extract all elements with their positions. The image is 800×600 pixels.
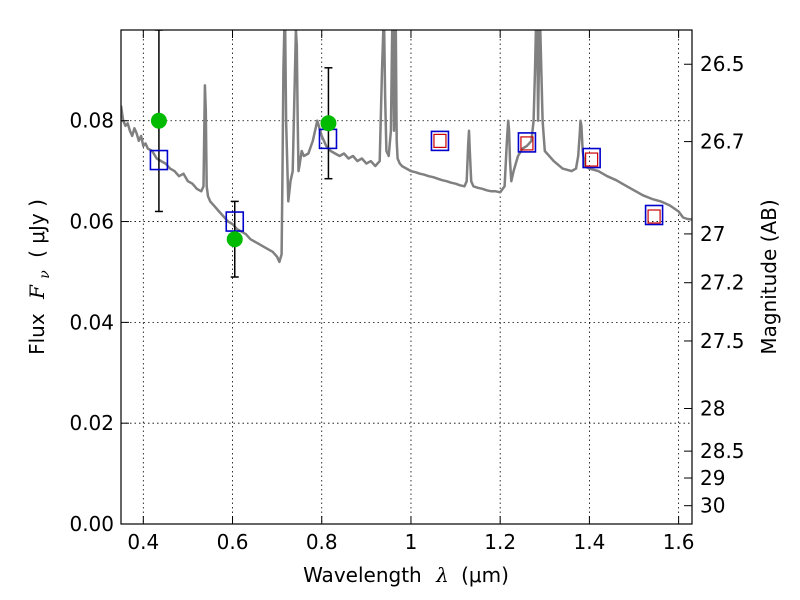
magnitude-tick-label: 26.7 [700, 130, 745, 154]
y-axis-title: Flux F ν ( μJy ) [25, 199, 54, 355]
x-tick-label: 1.6 [663, 530, 695, 554]
x-tick-label: 0.8 [306, 530, 338, 554]
y-tick-label: 0.06 [69, 210, 114, 234]
x-axis-unit: (μm) [461, 563, 509, 587]
plot-frame [120, 29, 693, 525]
x-tick-label: 0.6 [217, 530, 249, 554]
y-axis-unit: ( μJy ) [25, 199, 49, 258]
magnitude-tick-label: 27 [700, 222, 725, 246]
x-tick-label: 0.4 [127, 530, 159, 554]
spectrum-line [121, 30, 692, 264]
spectrum-series [121, 30, 692, 264]
observed-nir-box [585, 152, 599, 167]
model-photometry-box [430, 130, 450, 152]
model-photometry-box [225, 211, 245, 232]
y-tick-label: 0.04 [69, 310, 114, 334]
magnitude-tick-label: 27.5 [700, 329, 745, 353]
observed-point [320, 115, 337, 132]
magnitude-tick-label: 30 [700, 494, 725, 518]
model-photometry-box [149, 149, 169, 171]
x-axis-symbol: λ [435, 563, 449, 587]
x-tick-label: 1.4 [573, 530, 605, 554]
y-axis-title-text: Flux [25, 313, 49, 355]
y2-axis-title: Magnitude (AB) [757, 199, 781, 354]
observed-point [150, 112, 167, 129]
magnitude-tick-label: 29 [700, 466, 725, 490]
x-tick-label: 1 [405, 530, 418, 554]
model-photometry-box [517, 132, 537, 153]
y-tick-label: 0.08 [69, 109, 114, 133]
x-tick-label: 1.2 [484, 530, 516, 554]
observed-nir-box [647, 209, 661, 224]
y-axis-symbol: F [25, 284, 49, 300]
axis-ticks: 0.4 0.6 0.8 1 1.2 1.4 1.6 0.00 0.02 0.04 0.06 0.08 2… [69, 30, 745, 554]
observed-point [226, 231, 243, 248]
observed-nir-box [433, 133, 447, 148]
magnitude-tick-label: 28.5 [700, 439, 745, 463]
magnitude-tick-label: 28 [700, 397, 725, 421]
x-axis-title-text: Wavelength [303, 563, 422, 587]
y-tick-label: 0.02 [69, 411, 114, 435]
observed-points-series [150, 112, 337, 248]
x-axis-title: Wavelength λ (μm) [303, 563, 509, 587]
y-tick-label: 0.00 [69, 512, 114, 536]
magnitude-tick-label: 26.5 [700, 52, 745, 76]
y-axis-subscript: ν [37, 270, 53, 279]
model-photometry-series [149, 128, 664, 232]
observed-nir-box [520, 136, 534, 151]
model-photometry-box [582, 147, 601, 169]
magnitude-tick-label: 27.2 [700, 271, 745, 295]
model-photometry-box [644, 204, 664, 226]
